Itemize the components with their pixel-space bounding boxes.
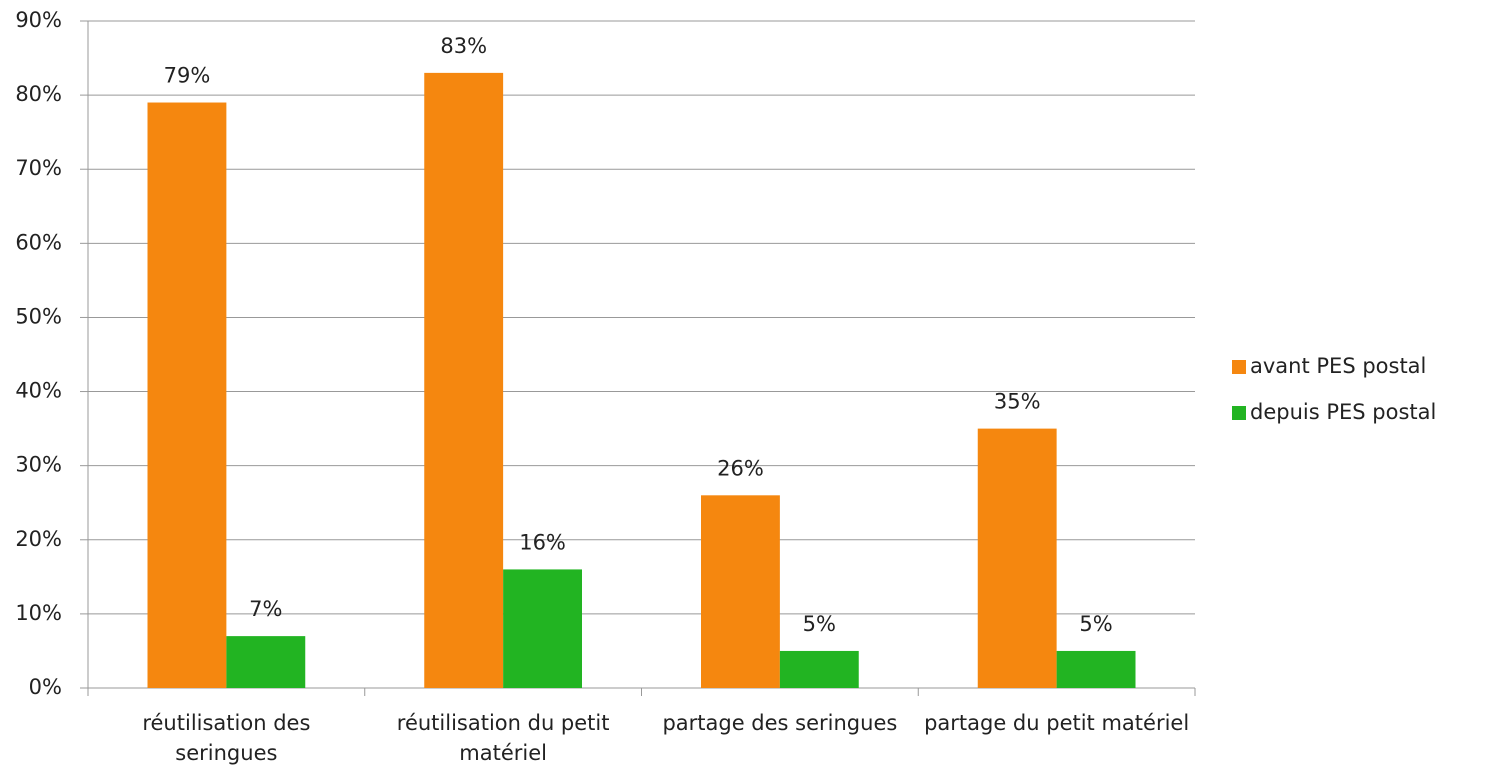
y-tick-label: 60% [15, 230, 62, 254]
x-tick-label: partage du petit matériel [924, 711, 1190, 735]
data-label: 7% [249, 597, 282, 621]
bar [147, 102, 227, 689]
x-tick-label: partage des seringues [662, 711, 898, 735]
data-label: 5% [803, 612, 836, 636]
x-tick-label: réutilisation des seringues [142, 711, 311, 765]
bar [424, 72, 504, 688]
data-label: 35% [994, 390, 1041, 414]
y-tick-label: 30% [15, 453, 62, 477]
bar [977, 428, 1057, 688]
y-tick-label: 20% [15, 527, 62, 551]
y-tick-label: 0% [29, 675, 62, 699]
y-tick-label: 90% [15, 8, 62, 32]
data-label: 26% [717, 456, 764, 480]
y-tick-label: 70% [15, 156, 62, 180]
bar [1056, 650, 1136, 688]
legend-label: depuis PES postal [1250, 400, 1436, 424]
bar [779, 650, 859, 688]
data-label: 79% [164, 64, 211, 88]
data-label: 83% [440, 34, 487, 58]
legend-swatch [1232, 360, 1246, 374]
data-label: 16% [519, 530, 566, 554]
bar [503, 569, 582, 688]
y-tick-label: 40% [15, 379, 62, 403]
bar [701, 495, 780, 688]
y-tick-label: 80% [15, 82, 62, 106]
y-tick-label: 50% [15, 304, 62, 328]
legend-swatch [1232, 406, 1246, 420]
y-tick-label: 10% [15, 601, 62, 625]
x-tick-label: réutilisation du petit matériel [396, 711, 610, 765]
bar [226, 636, 306, 688]
legend-label: avant PES postal [1250, 354, 1426, 378]
data-label: 5% [1079, 612, 1112, 636]
